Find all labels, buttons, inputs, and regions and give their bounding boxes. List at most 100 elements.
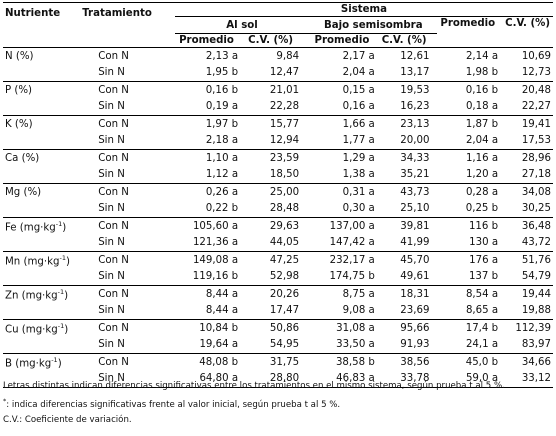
sol-promedio-cell: 8,44 a (205, 305, 239, 317)
sombra-promedio-cell: 31,08 a (309, 319, 379, 337)
cv-cell: 43,72 (521, 237, 551, 249)
table-row: Sin N 121,36 a 44,05 147,42 a 41,99 130 a 43,7… (3, 235, 553, 252)
nutriente-cell (3, 269, 78, 286)
nutriente-cell (3, 235, 78, 252)
sol-promedio-cell: 1,95 b (205, 67, 239, 79)
nutriente-cell: Cu (mg·kg-1) (3, 319, 79, 337)
nutriente-label: Zn (mg·kg (5, 289, 58, 301)
sol-cv-cell: 29,63 (242, 217, 310, 235)
cv-cell: 10,69 (521, 50, 551, 62)
promedio-cell: 0,16 b (437, 81, 505, 99)
sol-promedio-cell: 1,10 a (174, 149, 243, 167)
cv-cell: 17,53 (521, 135, 551, 147)
cv-cell: 20,48 (504, 81, 553, 99)
unit-close: ) (57, 357, 62, 369)
tratamiento-cell: Con N (78, 149, 175, 167)
sol-promedio-cell: 2,13 a (205, 50, 239, 62)
nutriente-cell (3, 167, 78, 184)
sombra-cv-cell: 12,61 (400, 50, 430, 62)
promedio-cell: 2,14 a (465, 50, 499, 62)
sol-promedio-cell: 149,08 a (174, 251, 243, 269)
unit-exponent: -1 (51, 355, 58, 364)
sombra-promedio-cell: 33,50 a (336, 339, 375, 351)
unit-close: ) (64, 289, 69, 301)
sol-promedio-cell: 64,80 a (199, 373, 239, 385)
sol-promedio-cell: 105,60 a (174, 217, 243, 235)
table-row: Sin N 0,19 a 22,28 0,16 a 16,23 0,18 a 22,27 (3, 99, 553, 116)
nutriente-cell: Mg (%) (3, 183, 79, 201)
cv-cell: 54,79 (521, 271, 551, 283)
tratamiento-cell: Sin N (98, 67, 125, 79)
sombra-cv-cell: 41,99 (400, 237, 430, 249)
sombra-promedio-cell: 0,16 a (342, 101, 375, 113)
sol-promedio-cell: 2,18 a (205, 135, 239, 147)
note-letters: Letras distintas indican diferencias sig… (3, 381, 505, 391)
sombra-promedio-cell: 9,08 a (342, 305, 375, 317)
promedio-cell: 137 b (468, 271, 499, 283)
unit-exponent: -1 (57, 321, 65, 330)
table-row: N (%) Con N 2,13 a 9,84 2,17 a 12,61 2,14 a 10,… (3, 48, 553, 65)
cv-cell: 33,12 (521, 373, 551, 385)
sol-cv-cell: 52,98 (269, 271, 300, 283)
subheader-cv-sol: C.V. (%) (248, 35, 294, 46)
tratamiento-cell: Con N (78, 115, 175, 133)
cv-cell: 36,48 (504, 217, 553, 235)
sombra-cv-cell: 38,56 (378, 353, 438, 371)
sol-cv-cell: 28,80 (269, 373, 300, 385)
promedio-cell: 1,98 b (465, 67, 499, 79)
sol-cv-cell: 12,94 (269, 135, 300, 147)
sol-cv-cell: 47,25 (242, 251, 310, 269)
note-significance: *: indica diferencias significativas fre… (3, 394, 553, 413)
table-row: Sin N 19,64 a 54,95 33,50 a 91,93 24,1 a 83,97 (3, 337, 553, 354)
tratamiento-cell: Con N (78, 81, 175, 99)
sombra-cv-cell: 91,93 (400, 339, 430, 351)
tratamiento-cell: Con N (98, 50, 129, 62)
tratamiento-cell: Sin N (98, 203, 125, 215)
unit-exponent: -1 (59, 253, 66, 262)
sol-cv-cell: 23,59 (242, 149, 310, 167)
nutrient-table: Nutriente Tratamiento Sistema Al sol Baj… (3, 2, 553, 388)
cv-cell: 27,18 (521, 169, 551, 181)
sombra-cv-cell: 23,69 (400, 305, 430, 317)
tratamiento-cell: Con N (78, 285, 175, 303)
promedio-cell: 2,04 a (465, 135, 499, 147)
nutriente-cell: Mn (mg·kg-1) (3, 251, 79, 269)
table-row: B (mg·kg-1) Con N 48,08 b 31,75 38,58 b 38,56… (3, 353, 553, 371)
table-row: Sin N 1,95 b 12,47 2,04 a 13,17 1,98 b 12,73 (3, 65, 553, 82)
nutriente-label: N (%) (5, 50, 34, 62)
cv-cell: 34,66 (504, 353, 553, 371)
nutriente-label: B (mg·kg (5, 357, 52, 369)
header-bajo-semisombra: Bajo semisombra (309, 16, 438, 34)
promedio-cell: 176 a (437, 251, 505, 269)
header-nutriente: Nutriente (5, 8, 61, 19)
table-row: Sin N 1,12 a 18,50 1,38 a 35,21 1,20 a 27,18 (3, 167, 553, 184)
nutriente-cell (3, 337, 78, 354)
promedio-cell: 17,4 b (437, 319, 505, 337)
sol-cv-cell: 50,86 (242, 319, 310, 337)
nutriente-label: P (%) (5, 84, 33, 96)
sol-cv-cell: 15,77 (242, 115, 310, 133)
table-row: P (%) Con N 0,16 b 21,01 0,15 a 19,53 0,16 b 20… (3, 81, 553, 99)
subheader-promedio-sol: Promedio (179, 35, 234, 46)
tratamiento-cell: Sin N (98, 101, 125, 113)
sol-promedio-cell: 8,44 a (174, 285, 243, 303)
note-cv: C.V.: Coeficiente de variación. (3, 414, 132, 425)
sombra-cv-cell: 25,10 (400, 203, 430, 215)
sol-cv-cell: 44,05 (269, 237, 300, 249)
nutriente-cell (3, 303, 78, 320)
nutriente-cell: P (%) (3, 81, 79, 99)
sombra-promedio-cell: 147,42 a (329, 237, 375, 249)
table-row: Mn (mg·kg-1) Con N 149,08 a 47,25 232,17 a 45… (3, 251, 553, 269)
note-star: * (3, 397, 7, 405)
header-tratamiento: Tratamiento (82, 8, 152, 19)
nutriente-cell: B (mg·kg-1) (3, 353, 79, 371)
cv-cell: 28,96 (504, 149, 553, 167)
sombra-promedio-cell: 46,83 a (336, 373, 375, 385)
tratamiento-cell: Con N (78, 319, 175, 337)
sombra-promedio-cell: 174,75 b (329, 271, 375, 283)
header-sistema: Sistema (174, 2, 553, 17)
tratamiento-cell: Sin N (98, 237, 125, 249)
